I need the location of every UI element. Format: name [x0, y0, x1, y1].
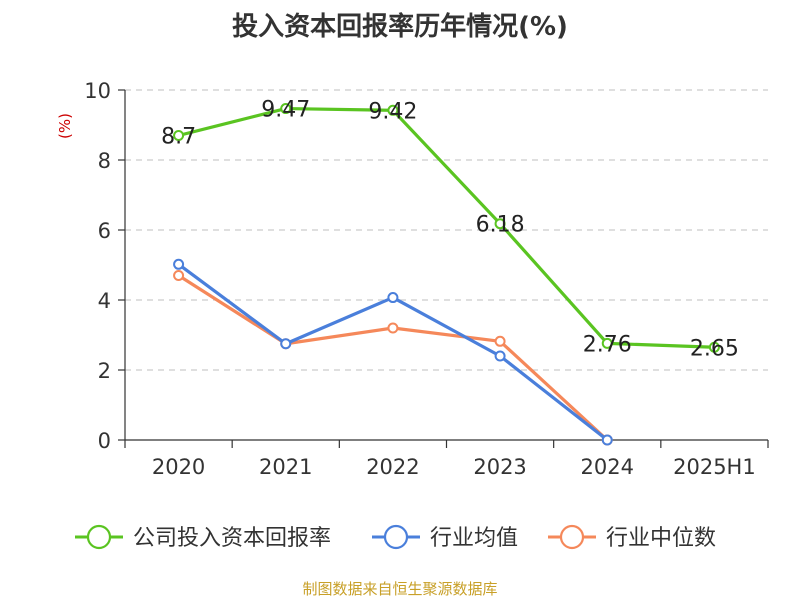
legend-label: 行业中位数 — [606, 526, 716, 551]
data-label: 2.65 — [690, 336, 739, 361]
legend-label: 公司投入资本回报率 — [133, 526, 331, 551]
data-label: 8.7 — [161, 125, 196, 150]
x-tick-label: 2025H1 — [673, 455, 756, 479]
data-point — [173, 130, 185, 141]
y-tick-label: 8 — [98, 149, 111, 173]
data-point — [387, 292, 399, 304]
x-tick-label: 2022 — [366, 455, 419, 479]
series-line — [177, 263, 609, 442]
data-point — [494, 335, 506, 347]
y-tick-label: 4 — [98, 289, 111, 313]
data-point — [280, 338, 292, 350]
series-line — [178, 106, 715, 349]
data-point — [494, 350, 506, 362]
data-point — [387, 322, 399, 334]
legend-marker — [559, 524, 585, 550]
y-tick-label: 2 — [98, 359, 111, 383]
data-point — [280, 103, 292, 115]
y-axis-label: (%) — [56, 113, 74, 139]
data-point — [387, 104, 399, 116]
x-tick-label: 2020 — [152, 455, 205, 479]
data-label: 9.42 — [368, 99, 417, 124]
source-note: 制图数据来自恒生聚源数据库 — [302, 580, 498, 598]
data-label: 2.76 — [583, 332, 632, 357]
x-tick-label: 2023 — [473, 455, 526, 479]
data-point — [494, 218, 506, 230]
data-point — [601, 434, 613, 446]
data-point — [173, 270, 185, 281]
y-tick-label: 10 — [84, 79, 111, 103]
x-tick-label: 2021 — [259, 455, 312, 479]
legend-marker — [383, 524, 409, 550]
data-point — [173, 258, 185, 270]
y-tick-label: 6 — [98, 219, 111, 243]
legend-marker — [86, 524, 112, 550]
data-label: 6.18 — [476, 213, 525, 238]
legend-label: 行业均值 — [430, 526, 518, 551]
chart-title: 投入资本回报率历年情况(%) — [232, 12, 568, 42]
data-point — [708, 341, 720, 353]
y-tick-label: 0 — [98, 429, 111, 453]
x-tick-label: 2024 — [581, 455, 634, 479]
data-label: 9.47 — [261, 98, 310, 123]
data-point — [601, 337, 613, 349]
